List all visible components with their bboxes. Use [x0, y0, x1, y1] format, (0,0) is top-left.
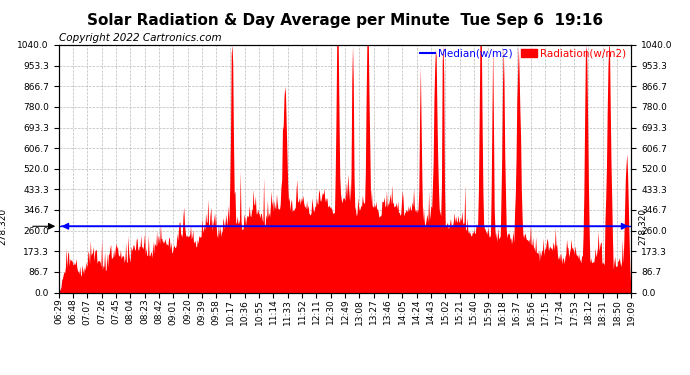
Text: Copyright 2022 Cartronics.com: Copyright 2022 Cartronics.com [59, 33, 221, 43]
Legend: Median(w/m2), Radiation(w/m2): Median(w/m2), Radiation(w/m2) [420, 48, 626, 58]
Text: 278.320: 278.320 [638, 208, 647, 245]
Text: 278.320: 278.320 [0, 208, 7, 245]
Text: Solar Radiation & Day Average per Minute  Tue Sep 6  19:16: Solar Radiation & Day Average per Minute… [87, 13, 603, 28]
